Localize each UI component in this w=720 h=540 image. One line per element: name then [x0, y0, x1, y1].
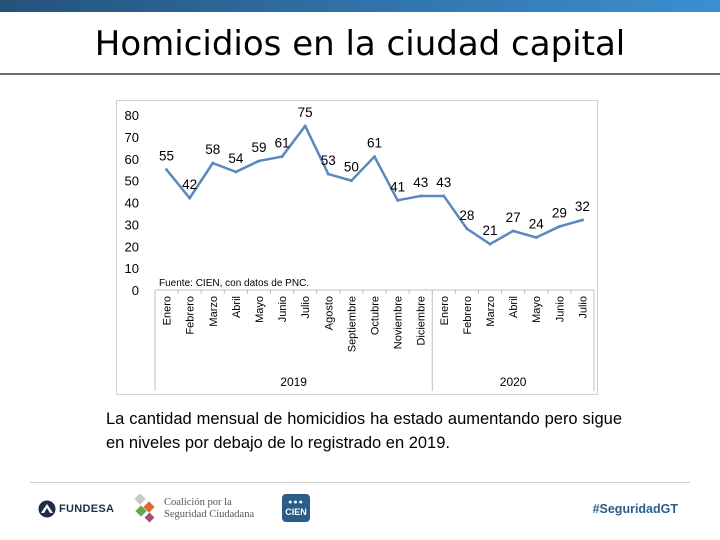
data-point: [396, 198, 400, 202]
x-tick-label: Enero: [439, 296, 451, 325]
data-point: [465, 227, 469, 231]
data-label: 58: [205, 142, 220, 157]
cien-dots-icon: ●●●: [288, 499, 304, 506]
y-tick-label: 20: [125, 239, 139, 254]
data-point: [257, 159, 261, 163]
data-label: 21: [483, 223, 498, 238]
data-point: [580, 218, 584, 222]
y-tick-label: 30: [125, 217, 139, 232]
x-tick-label: Noviembre: [393, 296, 405, 349]
data-label: 32: [575, 199, 590, 214]
y-tick-label: 40: [125, 196, 139, 211]
data-label: 55: [159, 149, 174, 164]
data-label: 75: [298, 105, 313, 120]
data-label: 53: [321, 153, 336, 168]
data-point: [373, 155, 376, 159]
data-point: [419, 194, 423, 198]
x-tick-label: Diciembre: [416, 296, 428, 346]
x-tick-label: Julio: [300, 296, 312, 319]
data-point: [349, 179, 353, 183]
data-label: 24: [529, 217, 545, 232]
data-label: 27: [506, 210, 521, 225]
coalicion-line-2: Seguridad Ciudadana: [164, 509, 255, 520]
y-tick-label: 70: [125, 130, 139, 145]
x-tick-label: Febrero: [185, 296, 197, 335]
data-label: 61: [275, 136, 290, 151]
cien-logo: ●●● CIEN: [282, 494, 310, 522]
data-label: 61: [367, 136, 382, 151]
data-label: 54: [228, 151, 244, 166]
data-label: 29: [552, 206, 567, 221]
y-tick-label: 60: [125, 152, 139, 167]
slide-title: Homicidios en la ciudad capital: [94, 24, 626, 64]
cien-badge: ●●● CIEN: [282, 494, 310, 522]
fundesa-mark-icon: [38, 500, 56, 518]
hashtag-label: #SeguridadGT: [592, 502, 678, 516]
x-tick-label: Marzo: [485, 296, 497, 327]
data-label: 59: [251, 140, 266, 155]
coalicion-logo: Coalición por la Seguridad Ciudadana: [134, 493, 254, 525]
y-tick-label: 10: [125, 261, 139, 276]
x-tick-label: Julio: [577, 296, 589, 319]
x-tick-label: Junio: [277, 296, 289, 322]
y-tick-label: 50: [125, 174, 139, 189]
x-tick-label: Abril: [231, 296, 243, 318]
x-tick-label: Enero: [162, 296, 174, 325]
x-tick-label: Mayo: [254, 296, 266, 323]
data-label: 43: [413, 175, 428, 190]
data-point: [488, 242, 492, 246]
x-tick-label: Abril: [508, 296, 520, 318]
coalicion-mark-icon: [134, 493, 155, 523]
data-label: 43: [436, 175, 451, 190]
group-label: 2019: [280, 375, 307, 389]
data-label: 41: [390, 179, 405, 194]
data-point: [303, 124, 307, 128]
data-point: [234, 170, 238, 174]
x-tick-label: Mayo: [531, 296, 543, 323]
fundesa-wordmark: FUNDESA: [59, 503, 115, 515]
data-point: [442, 194, 446, 198]
data-point: [280, 155, 284, 159]
y-tick-label: 80: [125, 108, 139, 123]
footer-divider: [30, 482, 690, 483]
data-label: 42: [182, 177, 197, 192]
data-point: [511, 229, 515, 233]
summary-text: La cantidad mensual de homicidios ha est…: [106, 410, 622, 452]
data-point: [165, 168, 169, 172]
data-point: [326, 172, 330, 176]
x-tick-label: Junio: [554, 296, 566, 322]
x-tick-label: Febrero: [462, 296, 474, 335]
x-tick-label: Agosto: [323, 296, 335, 330]
fundesa-logo: FUNDESA: [38, 500, 114, 518]
source-note: Fuente: CIEN, con datos de PNC.: [159, 278, 309, 289]
x-tick-label: Septiembre: [346, 296, 358, 352]
x-tick-label: Octubre: [370, 296, 382, 335]
data-point: [211, 161, 215, 165]
top-accent-bar: [0, 0, 720, 12]
data-label: 28: [459, 208, 474, 223]
data-label: 50: [344, 160, 359, 175]
chart-frame: 0 10 20 30 40 50 60 70 80 2019 2020 Enero Febrero Mar…: [116, 100, 598, 395]
data-point: [188, 196, 192, 200]
data-point: [534, 236, 538, 239]
coalicion-wordmark: Coalición por la Seguridad Ciudadana: [164, 497, 254, 521]
homicide-line-chart: 0 10 20 30 40 50 60 70 80 2019 2020 Enero Febrero Mar…: [125, 105, 595, 391]
y-tick-label: 0: [132, 283, 139, 298]
cien-wordmark: CIEN: [285, 507, 307, 517]
x-tick-label: Marzo: [208, 296, 220, 327]
group-label: 2020: [500, 375, 527, 389]
coalicion-line-1: Coalición por la: [164, 497, 232, 508]
title-divider: [0, 73, 720, 75]
data-point: [557, 225, 561, 229]
